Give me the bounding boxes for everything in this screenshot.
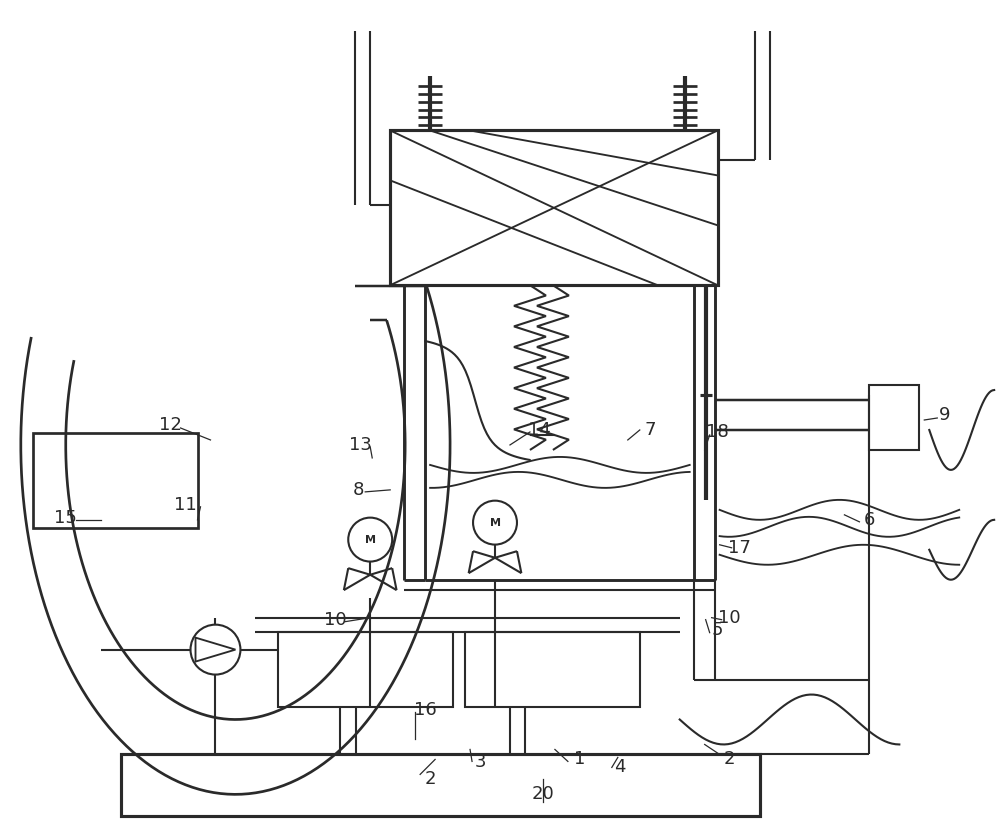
Text: 10: 10 <box>718 609 741 626</box>
Text: 7: 7 <box>644 421 656 439</box>
Text: 20: 20 <box>532 786 554 803</box>
Text: 9: 9 <box>939 406 950 424</box>
Text: 1: 1 <box>574 751 586 768</box>
Bar <box>121 755 760 816</box>
Text: 11: 11 <box>174 496 197 514</box>
Text: 13: 13 <box>349 436 372 454</box>
Text: 6: 6 <box>864 511 875 529</box>
Text: 18: 18 <box>706 423 729 441</box>
Bar <box>33 433 198 528</box>
Text: 17: 17 <box>728 539 751 557</box>
Bar <box>278 631 453 706</box>
Text: 15: 15 <box>54 509 77 527</box>
Text: 3: 3 <box>474 753 486 771</box>
Text: 16: 16 <box>414 701 436 719</box>
Text: 8: 8 <box>353 481 364 499</box>
Text: 10: 10 <box>324 610 347 629</box>
Text: 5: 5 <box>712 620 723 639</box>
Bar <box>869 385 919 450</box>
Text: M: M <box>490 518 501 528</box>
Text: 2: 2 <box>424 771 436 788</box>
Text: 12: 12 <box>159 416 182 434</box>
Text: M: M <box>365 535 376 545</box>
Bar <box>465 631 640 706</box>
Bar <box>390 130 718 285</box>
Text: 2: 2 <box>724 751 735 768</box>
Text: 14: 14 <box>528 421 551 439</box>
Text: 4: 4 <box>614 758 626 776</box>
